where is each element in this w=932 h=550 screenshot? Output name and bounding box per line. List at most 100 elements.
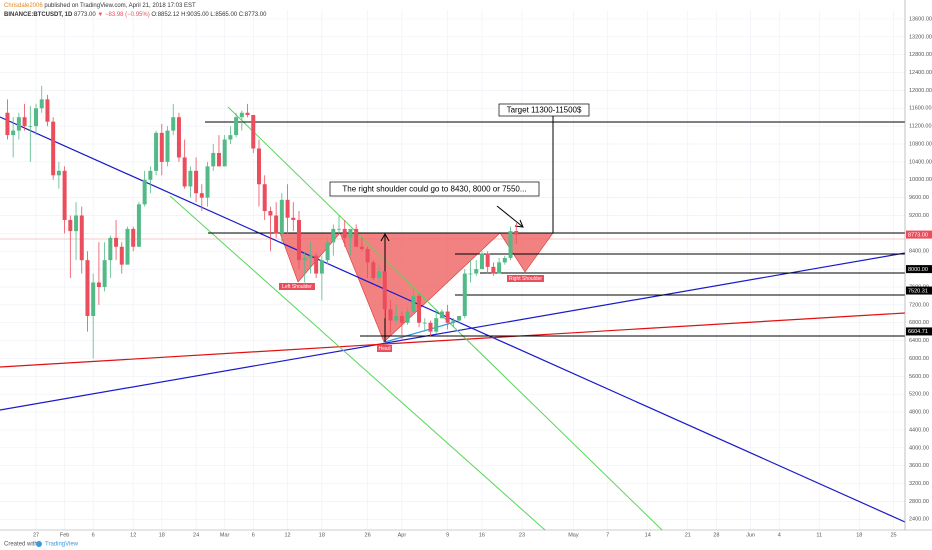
candle-body [348, 228, 353, 238]
logo [36, 541, 42, 547]
candle-body [302, 257, 307, 261]
candle-body [514, 231, 519, 235]
x-tick-label: Jun [746, 532, 755, 538]
candle-body [108, 237, 113, 261]
candle-body [434, 318, 439, 332]
candle-body [422, 322, 427, 324]
candle-body [262, 184, 267, 212]
candle-body [331, 228, 336, 243]
candle-body [439, 311, 444, 319]
candle-body [377, 271, 382, 279]
candle-body [194, 170, 199, 194]
x-tick-label: May [568, 532, 579, 538]
candle-body [342, 228, 347, 238]
candle-body [457, 316, 462, 321]
y-tick-label: 10800.00 [909, 141, 932, 147]
x-tick-label: 12 [285, 532, 291, 538]
candle-body [234, 117, 239, 136]
candle-body [182, 157, 187, 187]
footer: Created with TradingView [4, 541, 79, 548]
candle-body [491, 266, 496, 274]
candle-body [417, 295, 422, 323]
change: ▼ −83.98 (−0.95%) [97, 12, 149, 18]
channel-line [227, 106, 663, 531]
left-shoulder-label: Left Shoulder [282, 284, 312, 290]
callout-label: The right shoulder could go to 8430, 800… [342, 185, 526, 194]
x-tick-label: 28 [713, 532, 719, 538]
candle-body [39, 99, 44, 109]
x-tick-label: 27 [33, 532, 39, 538]
x-tick-label: 6 [252, 532, 255, 538]
x-tick-label: 11 [816, 532, 822, 538]
x-tick-label: 14 [645, 532, 651, 538]
symbol: BINANCE:BTCUSDT, 1D [4, 12, 73, 18]
x-tick-label: 4 [778, 532, 781, 538]
candle-body [205, 166, 210, 198]
y-tick-label: 7200.00 [909, 302, 929, 308]
y-tick-label: 10000.00 [909, 177, 932, 183]
symbol-line: BINANCE:BTCUSDT, 1D 8773.00 ▼ −83.98 (−0… [4, 12, 267, 18]
candle-body [371, 262, 376, 279]
x-tick-label: 24 [193, 532, 199, 538]
candle-body [268, 211, 273, 216]
candle-body [428, 322, 433, 332]
candle-body [296, 219, 301, 261]
y-tick-label: 2800.00 [909, 499, 929, 505]
trend-line [0, 116, 906, 523]
candle-body [45, 99, 50, 122]
candle-body [365, 249, 370, 263]
candle-body [96, 282, 101, 287]
price-badge-label: 8000.00 [908, 267, 928, 273]
price-badge [906, 265, 932, 274]
arrow-head [380, 232, 390, 242]
y-tick-label: 3600.00 [909, 463, 929, 469]
target-box [498, 103, 590, 117]
candle-body [159, 132, 164, 162]
candle-body [34, 108, 39, 127]
candle-body [68, 219, 73, 232]
candle-body [16, 117, 21, 131]
candle-body [508, 231, 513, 258]
candle-body [382, 271, 387, 310]
y-tick-label: 12000.00 [909, 88, 932, 94]
candles [5, 85, 519, 359]
annotations: Target 11300-11500$ The right shoulder c… [279, 103, 590, 352]
candle-body [399, 316, 404, 323]
trend-line [384, 321, 456, 343]
footer-created: Created with [4, 542, 38, 548]
candle-body [468, 273, 473, 275]
candle-body [222, 139, 227, 167]
x-tick-label: 7 [606, 532, 609, 538]
y-tick-label: 9200.00 [909, 213, 929, 219]
candle-body [216, 152, 221, 167]
candle-body [85, 260, 90, 317]
x-tick-label: 12 [130, 532, 136, 538]
candle-body [165, 130, 170, 162]
candle-body [51, 121, 56, 176]
candle-body [125, 228, 130, 265]
candle-body [451, 320, 456, 323]
candle-body [256, 148, 261, 185]
candle-body [62, 170, 67, 220]
candle-body [502, 257, 507, 263]
price-badge [906, 230, 932, 239]
y-tick-label: 5600.00 [909, 374, 929, 380]
price-badge [906, 327, 932, 336]
candle-body [479, 253, 484, 270]
x-tick-label: 9 [446, 532, 449, 538]
candle-body [148, 170, 153, 180]
y-tick-label: 6800.00 [909, 320, 929, 326]
y-tick-label: 2400.00 [909, 517, 929, 523]
candle-body [211, 152, 216, 167]
x-tick-label: 26 [365, 532, 371, 538]
x-tick-label: 18 [319, 532, 325, 538]
last: 8773.00 [74, 12, 96, 18]
candle-body [56, 170, 61, 176]
price-badge-label: 7520.31 [908, 288, 928, 294]
y-tick-label: 13600.00 [909, 16, 932, 22]
candle-body [354, 228, 359, 247]
arrow-head [514, 219, 524, 228]
candle-body [199, 193, 204, 198]
y-tick-label: 8400.00 [909, 249, 929, 255]
